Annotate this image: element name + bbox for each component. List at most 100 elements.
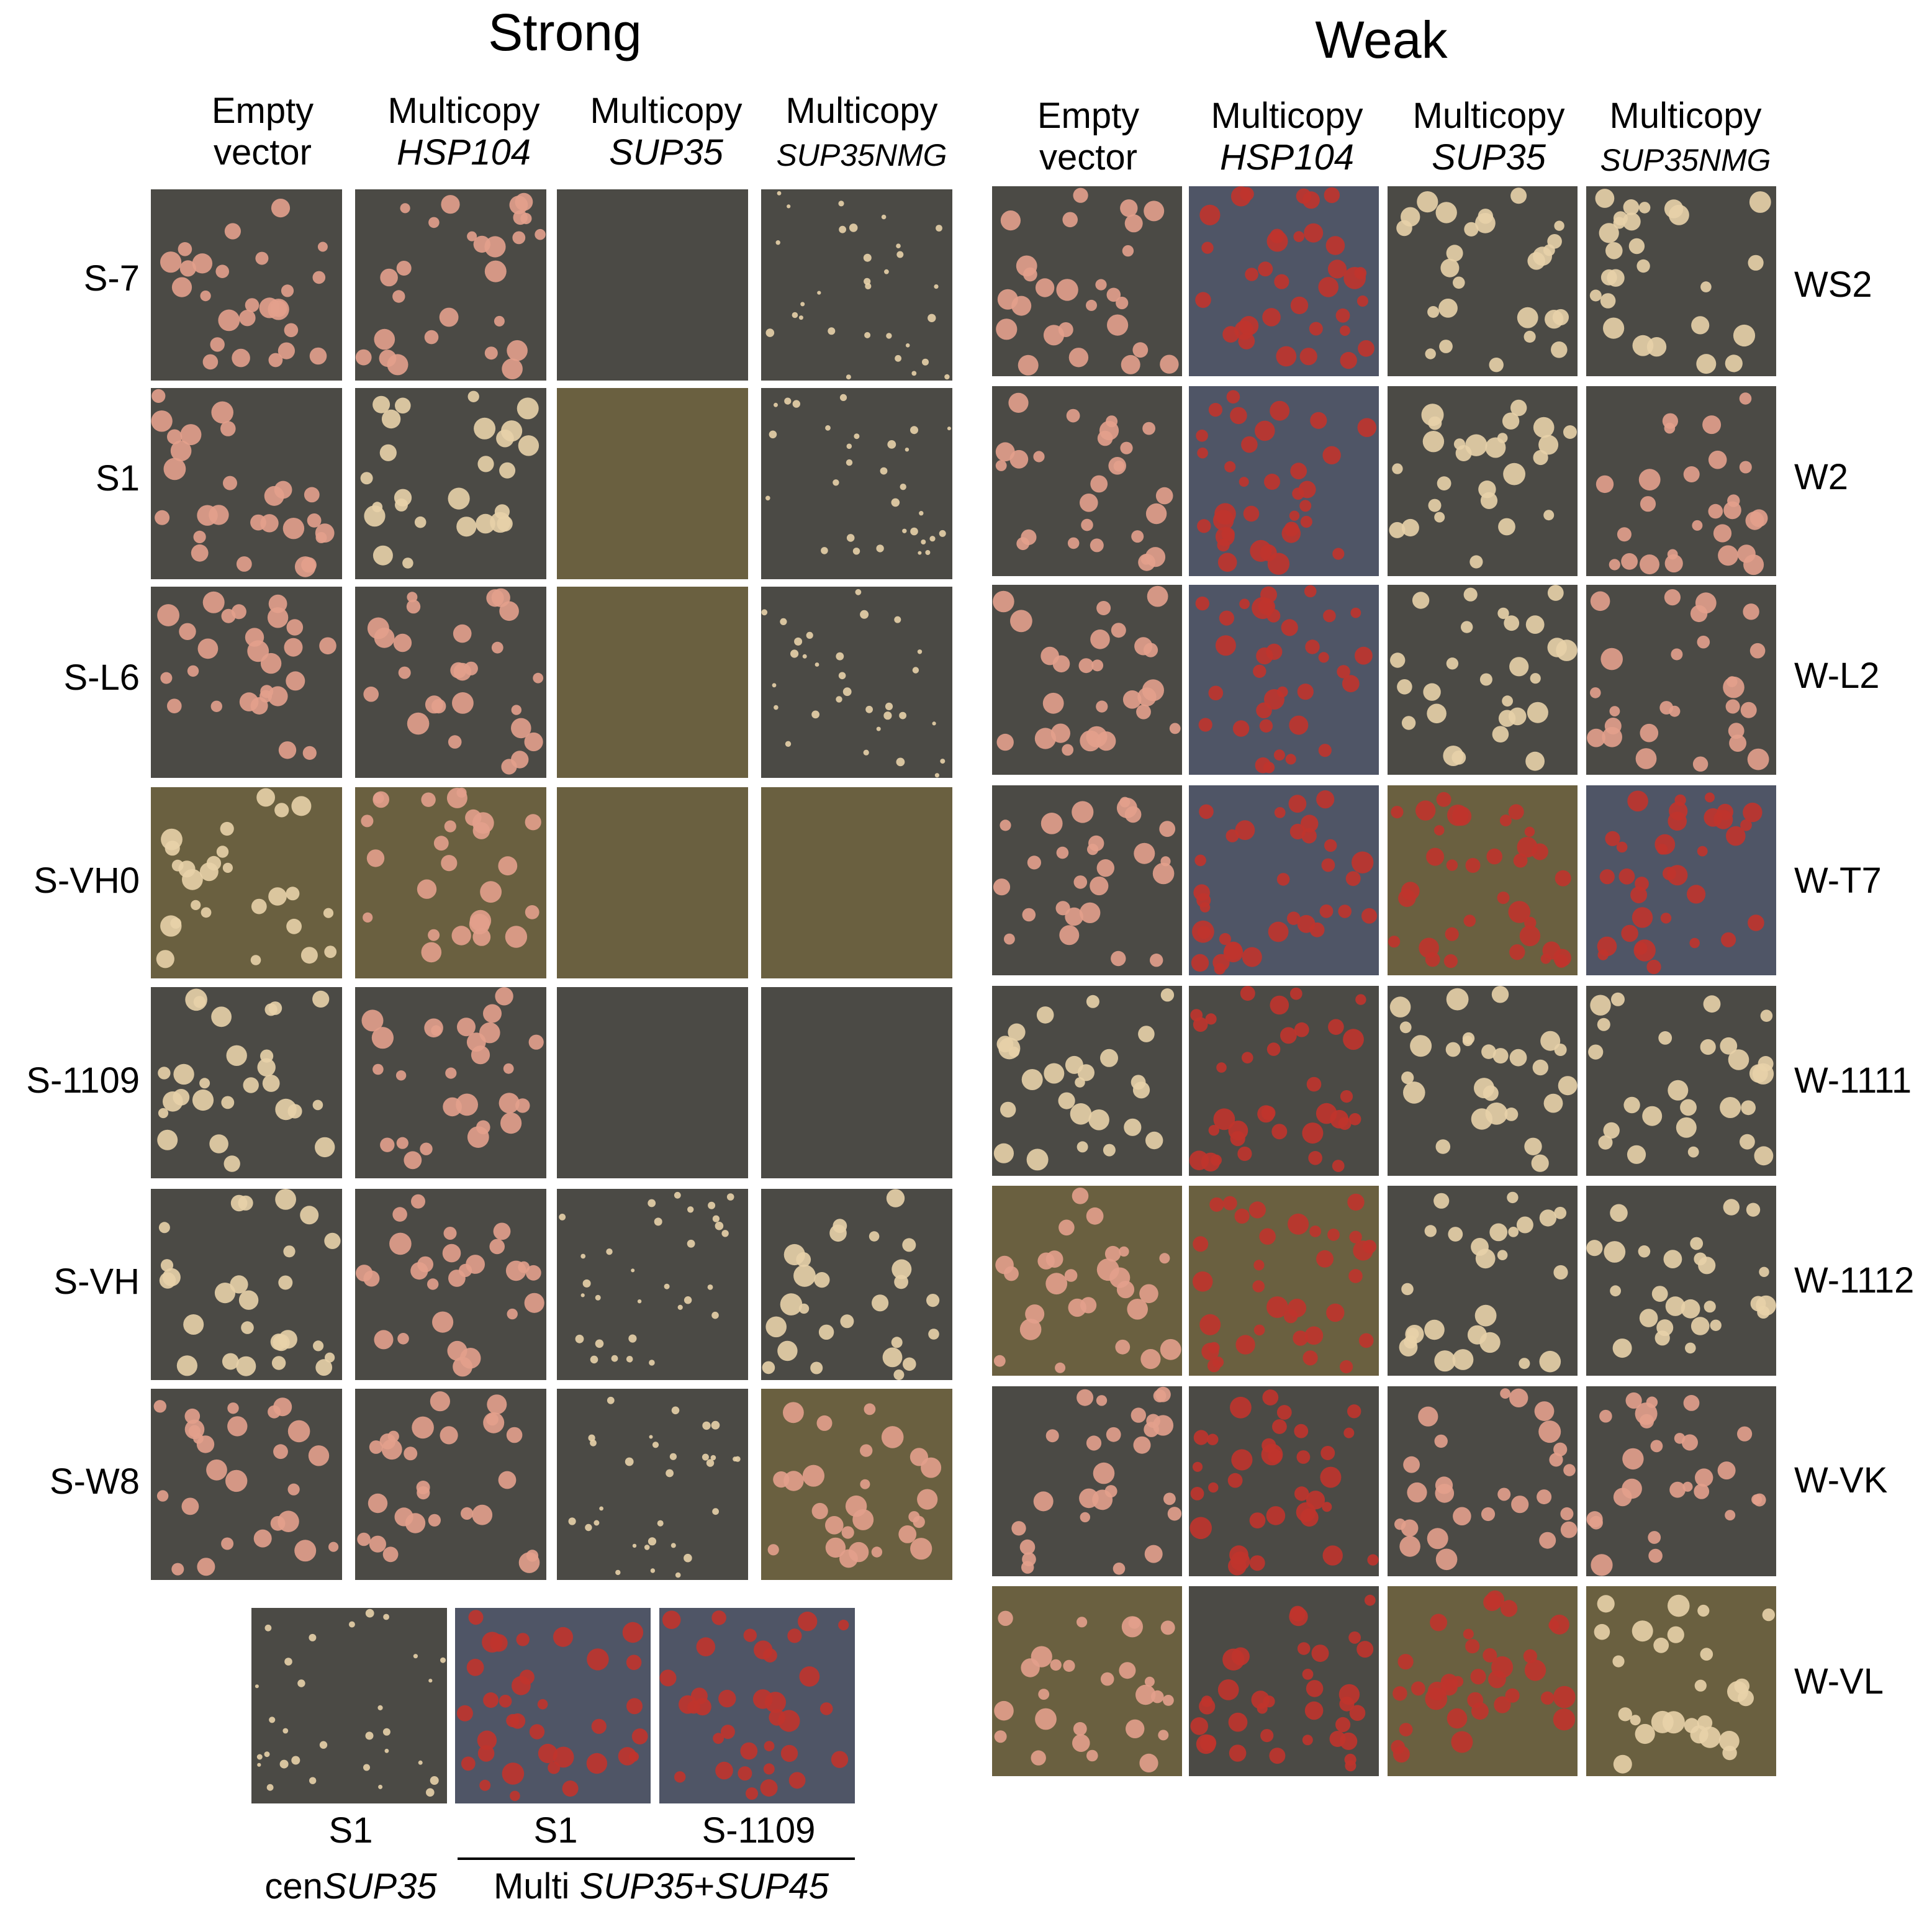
colony	[1549, 1453, 1563, 1467]
colony	[484, 260, 507, 282]
colony	[674, 1191, 681, 1199]
colony	[1086, 726, 1108, 747]
colony	[1632, 907, 1653, 928]
colony	[467, 390, 479, 402]
colony	[1690, 1317, 1710, 1335]
colony	[1510, 187, 1527, 204]
colony	[1146, 1414, 1160, 1428]
colony	[1505, 1688, 1520, 1703]
colony	[220, 821, 234, 836]
colony	[1461, 621, 1473, 633]
colony	[171, 277, 192, 297]
colony	[192, 253, 213, 274]
colony	[774, 705, 779, 710]
weak-row-label: W-1111	[1794, 1060, 1912, 1101]
colony	[905, 448, 910, 452]
colony	[884, 269, 889, 274]
colony	[428, 217, 440, 228]
colony	[223, 1155, 240, 1172]
colony	[1538, 1420, 1561, 1443]
colony	[1224, 461, 1236, 472]
colony	[1035, 1708, 1057, 1730]
colony	[1335, 1717, 1351, 1733]
colony	[1627, 790, 1648, 812]
colony	[1088, 835, 1104, 852]
colony	[304, 487, 320, 503]
colony	[1418, 1406, 1438, 1427]
colony	[1276, 346, 1297, 367]
colony	[1704, 1301, 1716, 1313]
colony	[1483, 1085, 1499, 1101]
colony	[1073, 1722, 1087, 1736]
colony	[507, 340, 528, 361]
strong-row-label: S-7	[83, 258, 140, 299]
colony	[792, 400, 800, 408]
colony	[269, 1717, 276, 1723]
weak-plate-W2-col2	[1189, 386, 1379, 576]
colony	[1747, 748, 1769, 770]
colony	[1073, 187, 1088, 203]
colony	[1486, 848, 1502, 865]
plate-image	[1586, 1586, 1776, 1776]
colony	[860, 610, 869, 619]
colony	[1304, 1701, 1324, 1720]
colony	[1445, 927, 1459, 941]
colony	[1342, 675, 1360, 693]
colony	[456, 517, 477, 537]
colony	[839, 394, 847, 401]
colony	[855, 589, 862, 595]
colony	[286, 671, 305, 691]
colony	[1343, 1029, 1364, 1050]
colony	[1238, 333, 1255, 350]
colony	[1640, 723, 1659, 742]
colony	[1320, 1446, 1335, 1460]
colony	[1638, 469, 1661, 491]
colony	[1086, 1207, 1104, 1225]
colony	[606, 1248, 613, 1255]
colony	[836, 652, 844, 661]
colony	[1322, 446, 1341, 464]
colony	[1542, 941, 1561, 960]
colony	[1160, 988, 1175, 1002]
colony	[1737, 1426, 1753, 1442]
colony	[1300, 815, 1319, 833]
bottom-plate-3	[659, 1608, 855, 1803]
colony	[1478, 209, 1493, 224]
colony	[1401, 1283, 1414, 1296]
plate-background	[355, 787, 546, 978]
colony	[1604, 718, 1622, 734]
colony	[1045, 1273, 1068, 1295]
colony	[230, 1275, 248, 1294]
colony	[1656, 844, 1668, 855]
colony	[284, 638, 303, 657]
bottom-label-s1109-multi: S-1109	[702, 1810, 816, 1851]
colony	[151, 389, 166, 403]
colony	[1718, 545, 1738, 566]
colony	[319, 1741, 328, 1749]
colony	[793, 1265, 816, 1287]
colony	[1096, 1395, 1108, 1406]
colony	[1508, 901, 1531, 923]
colony	[1555, 870, 1571, 887]
colony	[1682, 1481, 1693, 1492]
colony	[1497, 607, 1509, 620]
colony	[384, 1748, 389, 1753]
colony	[170, 918, 182, 929]
colony	[1116, 296, 1129, 310]
colony	[767, 1544, 779, 1556]
colony	[1160, 1620, 1175, 1635]
colony	[711, 1610, 726, 1625]
colony	[1159, 1253, 1170, 1264]
colony	[1296, 1502, 1316, 1522]
strong-plate-S-L6-col4	[761, 587, 952, 778]
colony	[998, 1037, 1021, 1060]
colony	[1471, 1702, 1489, 1720]
strong-plate-S-L6-col1	[151, 587, 342, 778]
colony	[852, 548, 860, 555]
colony	[474, 417, 496, 440]
colony	[1223, 942, 1244, 963]
colony	[1427, 703, 1447, 724]
colony	[499, 1093, 520, 1114]
colony	[1011, 296, 1032, 316]
plate-background	[557, 587, 748, 778]
